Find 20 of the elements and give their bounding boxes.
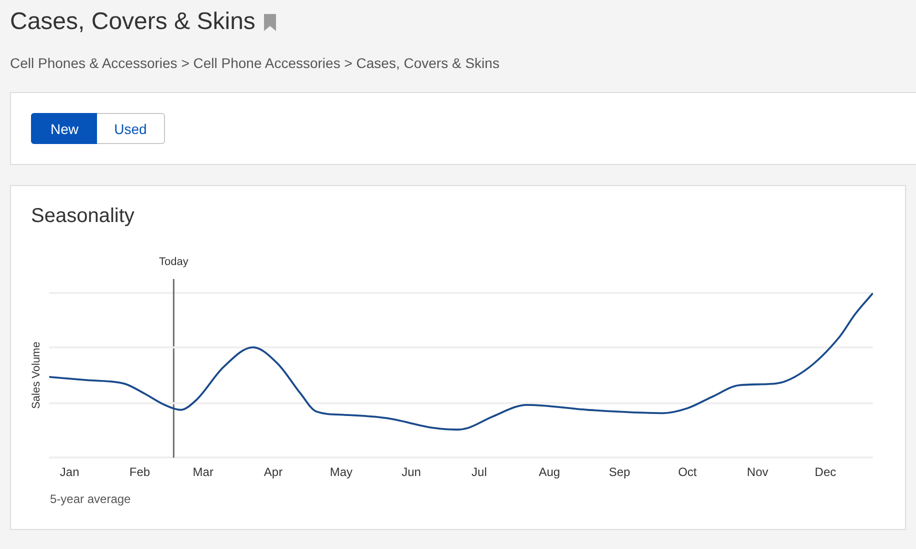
x-tick-label: Dec: [814, 465, 836, 480]
toggle-button[interactable]: New: [31, 113, 98, 144]
x-tick-label: Oct: [678, 465, 698, 480]
x-tick-label: Apr: [264, 465, 283, 480]
x-tick-label: Mar: [192, 465, 214, 480]
x-tick-label: Sep: [608, 465, 631, 480]
chart-title: Seasonality: [31, 205, 134, 228]
y-axis-title: Sales Volume: [30, 342, 43, 409]
text: Cases, Covers & Skins: [10, 8, 256, 36]
x-tick-label: Jun: [402, 465, 421, 480]
ref-line-label: Today: [158, 256, 189, 268]
x-tick-label: Feb: [129, 465, 150, 480]
x-tick-label: Nov: [746, 465, 768, 480]
text: 5-year average: [50, 492, 131, 506]
text: Cell Phones & Accessories > Cell Phone Accessories > Cases, Covers & Skins: [10, 55, 500, 71]
x-tick-label: May: [330, 465, 352, 480]
x-tick-label: Jan: [60, 465, 80, 480]
x-tick-label: Jul: [472, 465, 487, 480]
toggle-button[interactable]: Used: [97, 113, 165, 144]
x-tick-label: Aug: [538, 465, 560, 480]
